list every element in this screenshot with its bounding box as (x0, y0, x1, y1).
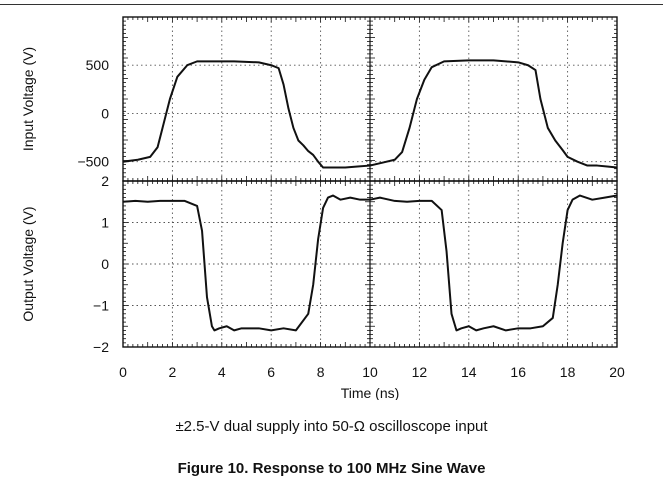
y-tick-label: −1 (93, 298, 109, 314)
x-tick-label: 2 (169, 364, 177, 380)
y-tick-label: 500 (86, 57, 110, 73)
x-tick-label: 10 (362, 364, 378, 380)
input-voltage-panel: −500 0 500 Input Voltage (V) (20, 16, 618, 182)
figure-title: Figure 10. Response to 100 MHz Sine Wave (177, 460, 486, 477)
y-axis-label: Output Voltage (V) (20, 206, 36, 321)
y-tick-label: −2 (93, 339, 109, 355)
plot-frame (122, 180, 618, 348)
x-axis: 0 2 4 6 8 10 12 14 16 18 20 Time (ns) (119, 364, 625, 400)
y-tick-label: −500 (77, 154, 109, 170)
x-tick-label: 4 (218, 364, 226, 380)
x-tick-label: 18 (560, 364, 576, 380)
x-tick-label: 16 (510, 364, 526, 380)
x-tick-label: 14 (461, 364, 477, 380)
y-tick-label: 1 (101, 215, 109, 231)
x-axis-label: Time (ns) (341, 385, 400, 400)
output-voltage-panel: −2 −1 0 1 2 Output Voltage (V) (20, 173, 618, 355)
y-axis-label: Input Voltage (V) (20, 47, 36, 151)
header-rule (0, 4, 663, 5)
output-voltage-trace (122, 194, 618, 332)
y-tick-label: 0 (101, 256, 109, 272)
figure-caption: ±2.5-V dual supply into 50-Ω oscilloscop… (175, 418, 488, 435)
x-tick-label: 0 (119, 364, 127, 380)
x-tick-label: 20 (609, 364, 625, 380)
y-tick-label: 2 (101, 173, 109, 189)
x-tick-label: 6 (267, 364, 275, 380)
y-tick-label: 0 (101, 105, 109, 121)
x-tick-label: 12 (412, 364, 428, 380)
input-voltage-trace (122, 59, 618, 169)
x-tick-label: 8 (317, 364, 325, 380)
